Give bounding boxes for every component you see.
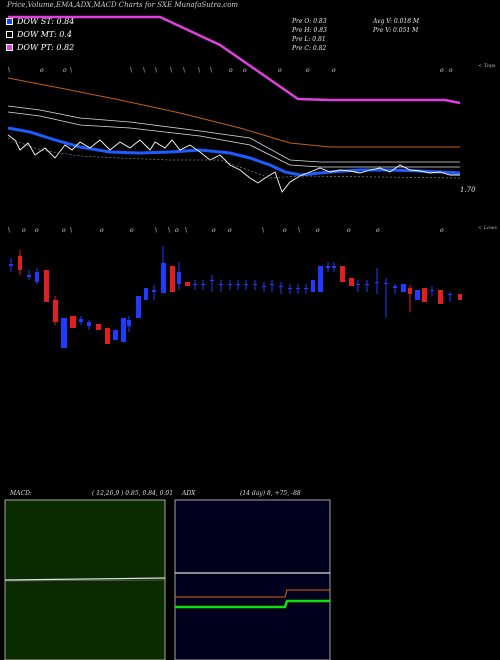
legend-dow-mt-label: DOW MT: 0.4 bbox=[17, 30, 72, 39]
lows-markers: \ o o o \ o o \ \ o \ o o \ o \ o o o o bbox=[8, 227, 444, 234]
adx-name: ADX bbox=[182, 490, 196, 497]
svg-text:o: o bbox=[40, 67, 44, 74]
svg-text:\: \ bbox=[155, 67, 157, 74]
adx-minus-line bbox=[175, 589, 330, 598]
envelope-upper-2 bbox=[7, 111, 460, 168]
ema-short-line bbox=[7, 126, 461, 177]
macd-signal-line bbox=[4, 579, 166, 582]
svg-text:o: o bbox=[130, 227, 134, 234]
svg-text:o: o bbox=[100, 227, 104, 234]
svg-text:\: \ bbox=[210, 67, 212, 74]
legend-swatch-st bbox=[6, 18, 13, 25]
ema-long-line bbox=[7, 77, 460, 148]
svg-text:\: \ bbox=[168, 227, 170, 234]
stat-prev-high: Pre H: 0.83 bbox=[292, 27, 327, 34]
adx-plus-line bbox=[175, 599, 330, 609]
svg-text:\: \ bbox=[183, 67, 185, 74]
svg-text:o: o bbox=[62, 227, 66, 234]
tops-label: < Tops bbox=[478, 63, 496, 69]
svg-text:\: \ bbox=[185, 227, 187, 234]
macd-name: MACD: bbox=[10, 490, 32, 497]
svg-text:o: o bbox=[347, 227, 351, 234]
stat-avg-vol: Avg V: 0.018 M bbox=[373, 18, 420, 25]
candles bbox=[9, 246, 462, 348]
price-label: 1.70 bbox=[460, 186, 476, 194]
chart-title: Price,Volume,EMA,ADX,MACD Charts for SXE… bbox=[7, 1, 239, 9]
svg-text:\: \ bbox=[298, 227, 300, 234]
macd-line bbox=[4, 577, 166, 581]
svg-text:\: \ bbox=[170, 67, 172, 74]
svg-text:\: \ bbox=[130, 67, 132, 74]
stat-prev-vol: Pre V: 0.051 M bbox=[373, 27, 419, 34]
svg-text:o: o bbox=[376, 227, 380, 234]
stat-prev-low: Pre L: 0.81 bbox=[292, 36, 326, 43]
svg-text:o: o bbox=[449, 67, 453, 74]
svg-text:o: o bbox=[175, 227, 179, 234]
svg-text:o: o bbox=[316, 227, 320, 234]
svg-text:o: o bbox=[35, 227, 39, 234]
lows-label: < Lows bbox=[478, 225, 497, 231]
svg-text:\: \ bbox=[262, 227, 264, 234]
legend-dow-st: DOW ST: 0.84 bbox=[6, 17, 74, 26]
legend-dow-st-label: DOW ST: 0.84 bbox=[17, 17, 75, 26]
svg-text:o: o bbox=[306, 67, 310, 74]
svg-text:\: \ bbox=[70, 227, 72, 234]
legend-dow-mt: DOW MT: 0.4 bbox=[6, 30, 72, 39]
svg-text:o: o bbox=[440, 227, 444, 234]
legend-dow-pt: DOW PT: 0.82 bbox=[6, 43, 74, 52]
dow-pt-line bbox=[8, 15, 461, 105]
svg-text:o: o bbox=[283, 227, 287, 234]
envelope-upper bbox=[7, 105, 460, 163]
legend-swatch-mt bbox=[6, 31, 13, 38]
svg-text:\: \ bbox=[70, 67, 72, 74]
svg-text:\: \ bbox=[8, 227, 10, 234]
dow-mt-line bbox=[7, 137, 461, 179]
svg-text:o: o bbox=[22, 227, 26, 234]
svg-text:\: \ bbox=[198, 67, 200, 74]
svg-text:o: o bbox=[63, 67, 67, 74]
stat-prev-open: Pre O: 0.83 bbox=[292, 18, 327, 25]
svg-text:o: o bbox=[212, 227, 216, 234]
svg-text:o: o bbox=[278, 67, 282, 74]
price-line bbox=[7, 134, 460, 193]
svg-text:o: o bbox=[228, 227, 232, 234]
adx-params: (14 day) 8, +75, -88 bbox=[240, 490, 301, 497]
stat-prev-close: Pre C: 0.82 bbox=[292, 45, 327, 52]
svg-text:o: o bbox=[229, 67, 233, 74]
svg-text:o: o bbox=[243, 67, 247, 74]
adx-panel bbox=[174, 499, 331, 660]
svg-text:\: \ bbox=[8, 67, 10, 74]
svg-text:\: \ bbox=[155, 227, 157, 234]
macd-params: ( 12,26,9 ) 0.85, 0.84, 0.01 bbox=[92, 490, 174, 497]
legend-swatch-pt bbox=[6, 44, 13, 51]
svg-text:\: \ bbox=[143, 67, 145, 74]
svg-text:o: o bbox=[332, 67, 336, 74]
svg-text:o: o bbox=[440, 67, 444, 74]
legend-dow-pt-label: DOW PT: 0.82 bbox=[17, 43, 75, 52]
